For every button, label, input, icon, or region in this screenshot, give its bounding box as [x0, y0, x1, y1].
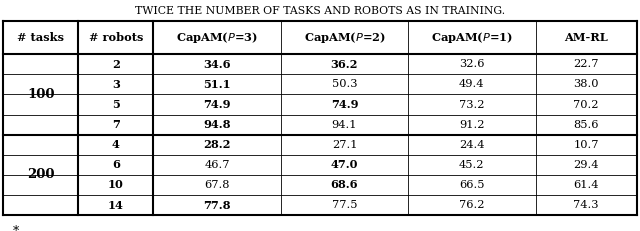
- Text: CapAM($P$=3): CapAM($P$=3): [176, 30, 258, 45]
- Text: 61.4: 61.4: [573, 180, 599, 190]
- Text: 3: 3: [112, 79, 120, 90]
- Text: 67.8: 67.8: [204, 180, 230, 190]
- Text: 73.2: 73.2: [459, 100, 484, 109]
- Text: TWICE THE NUMBER OF TASKS AND ROBOTS AS IN TRAINING.: TWICE THE NUMBER OF TASKS AND ROBOTS AS …: [135, 6, 505, 16]
- Text: 6: 6: [112, 159, 120, 170]
- Text: 66.5: 66.5: [459, 180, 484, 190]
- Text: 36.2: 36.2: [331, 59, 358, 70]
- Text: 34.6: 34.6: [204, 59, 231, 70]
- Text: 85.6: 85.6: [573, 120, 599, 130]
- Text: 47.0: 47.0: [331, 159, 358, 170]
- Text: 76.2: 76.2: [459, 200, 484, 210]
- Text: 100: 100: [27, 88, 54, 101]
- Text: 24.4: 24.4: [459, 140, 484, 150]
- Text: 4: 4: [112, 139, 120, 150]
- Text: 94.1: 94.1: [332, 120, 357, 130]
- Text: CapAM($P$=1): CapAM($P$=1): [431, 30, 513, 45]
- Text: 28.2: 28.2: [204, 139, 231, 150]
- Text: 91.2: 91.2: [459, 120, 484, 130]
- Text: 74.3: 74.3: [573, 200, 599, 210]
- Text: 32.6: 32.6: [459, 59, 484, 69]
- Text: 2: 2: [112, 59, 120, 70]
- Text: 38.0: 38.0: [573, 79, 599, 89]
- Text: 10.7: 10.7: [573, 140, 599, 150]
- Text: 10: 10: [108, 179, 124, 190]
- Text: 74.9: 74.9: [331, 99, 358, 110]
- Text: 51.1: 51.1: [204, 79, 231, 90]
- Text: AM-RL: AM-RL: [564, 32, 608, 43]
- Text: 46.7: 46.7: [204, 160, 230, 170]
- Text: 94.8: 94.8: [204, 119, 231, 130]
- Text: # robots: # robots: [89, 32, 143, 43]
- Text: 29.4: 29.4: [573, 160, 599, 170]
- Text: *: *: [13, 225, 19, 231]
- Text: 27.1: 27.1: [332, 140, 357, 150]
- Text: 14: 14: [108, 200, 124, 210]
- Text: 45.2: 45.2: [459, 160, 484, 170]
- Text: 77.5: 77.5: [332, 200, 357, 210]
- Text: 200: 200: [27, 168, 54, 181]
- Text: CapAM($P$=2): CapAM($P$=2): [303, 30, 385, 45]
- Text: # tasks: # tasks: [17, 32, 64, 43]
- Text: 74.9: 74.9: [204, 99, 231, 110]
- Text: 77.8: 77.8: [204, 200, 231, 210]
- Text: 7: 7: [112, 119, 120, 130]
- Text: 50.3: 50.3: [332, 79, 357, 89]
- Text: 22.7: 22.7: [573, 59, 599, 69]
- Text: 70.2: 70.2: [573, 100, 599, 109]
- Text: 49.4: 49.4: [459, 79, 484, 89]
- Text: 5: 5: [112, 99, 120, 110]
- Text: 68.6: 68.6: [331, 179, 358, 190]
